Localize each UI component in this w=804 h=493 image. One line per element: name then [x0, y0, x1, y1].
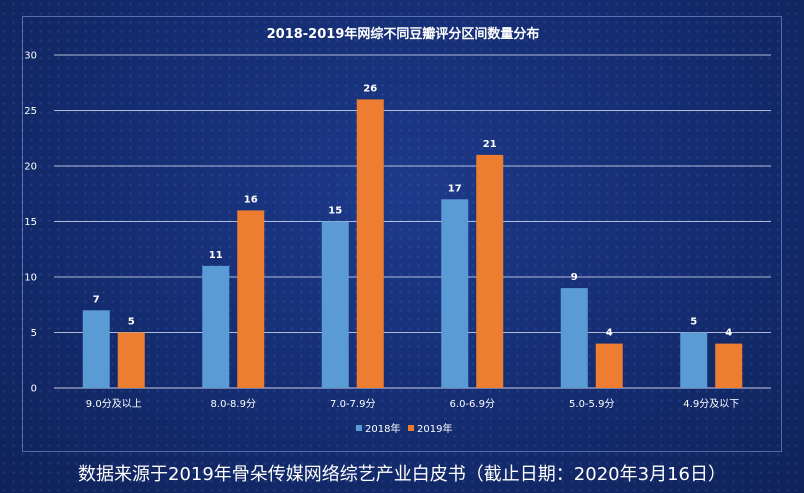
- bar-series-2: [237, 210, 265, 388]
- bar-series-1: [321, 221, 349, 388]
- y-tick-label: 10: [24, 273, 37, 284]
- data-labels: 7 5 11 16 15 26 17 21 9 4 5 4: [93, 83, 733, 338]
- data-label: 15: [328, 206, 342, 217]
- x-tick-label: 9.0分及以上: [86, 398, 142, 410]
- data-label: 16: [244, 194, 258, 205]
- bar-series-2: [715, 343, 743, 388]
- y-tick-label: 30: [24, 51, 37, 62]
- x-tick-label: 6.0-6.9分: [450, 398, 495, 410]
- chart-title: 2018-2019年网综不同豆瓣评分区间数量分布: [267, 26, 540, 42]
- x-tick-label: 8.0-8.9分: [211, 398, 256, 410]
- data-label: 5: [690, 317, 697, 328]
- y-axis-ticks: 0 5 10 15 20 25 30: [24, 51, 37, 395]
- bar-series-1: [441, 199, 469, 388]
- legend-swatch: [408, 425, 414, 431]
- x-axis-ticks: 9.0分及以上 8.0-8.9分 7.0-7.9分 6.0-6.9分 5.0-5.9分 4…: [86, 398, 739, 410]
- bar-chart: 2018-2019年网综不同豆瓣评分区间数量分布 0 5 10 15 20 25 30 7 5…: [24, 26, 771, 435]
- bar-series-1: [560, 288, 588, 388]
- data-label: 21: [483, 139, 497, 150]
- y-tick-label: 15: [24, 217, 37, 228]
- chart-frame: 2018-2019年网综不同豆瓣评分区间数量分布 0 5 10 15 20 25 30 7 5…: [22, 16, 782, 452]
- data-label: 17: [448, 183, 462, 194]
- bar-series-2: [117, 332, 145, 388]
- legend-label: 2018年: [365, 422, 400, 435]
- x-tick-label: 7.0-7.9分: [330, 398, 375, 410]
- bar-series-2: [356, 99, 384, 389]
- bar-series-1: [680, 332, 708, 388]
- bar-series-2: [595, 343, 623, 388]
- gridlines: [54, 54, 771, 389]
- data-label: 26: [363, 83, 377, 94]
- y-tick-label: 5: [31, 328, 37, 339]
- bar-series-1: [82, 310, 110, 388]
- bar-series-1: [202, 265, 230, 388]
- legend-swatch: [356, 425, 362, 431]
- data-label: 11: [209, 250, 223, 261]
- x-tick-label: 5.0-5.9分: [569, 398, 614, 410]
- legend: 2018年 2019年: [356, 422, 452, 435]
- x-tick-label: 4.9分及以下: [683, 398, 739, 410]
- y-tick-label: 25: [24, 106, 37, 117]
- legend-label: 2019年: [417, 422, 452, 435]
- bar-series-2: [476, 154, 504, 388]
- data-label: 9: [571, 272, 578, 283]
- data-label: 7: [93, 294, 100, 305]
- data-label: 5: [128, 317, 135, 328]
- data-label: 4: [606, 328, 613, 339]
- data-label: 4: [725, 328, 732, 339]
- bars: [82, 99, 743, 389]
- source-caption: 数据来源于2019年骨朵传媒网络综艺产业白皮书（截止日期：2020年3月16日）: [78, 464, 726, 485]
- y-tick-label: 20: [24, 162, 37, 173]
- y-tick-label: 0: [31, 384, 37, 395]
